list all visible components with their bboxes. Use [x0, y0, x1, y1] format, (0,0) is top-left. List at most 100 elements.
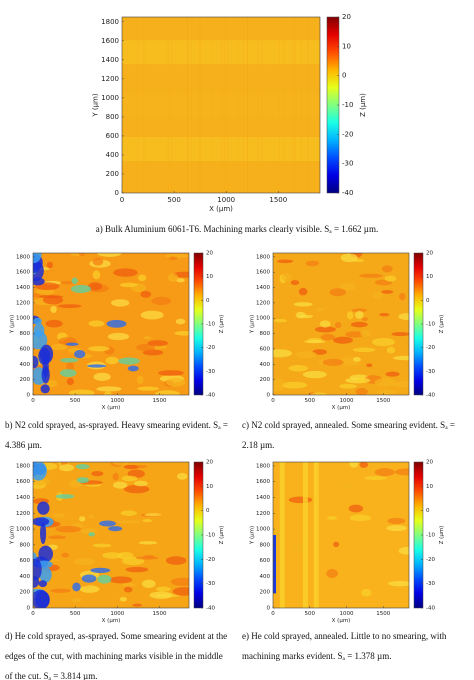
x-tick-label: 1500	[376, 611, 390, 617]
surface-blob	[136, 375, 144, 384]
surface-blob	[79, 585, 100, 593]
x-tick-label: 1000	[217, 196, 235, 204]
surface-blob	[141, 579, 156, 589]
colorbar-tick-label: -10	[206, 322, 215, 328]
y-tick-label: 1400	[16, 285, 30, 291]
surface-blob	[338, 362, 362, 366]
surface-blob	[349, 462, 359, 468]
x-tick-label: 0	[31, 611, 35, 617]
surface-blob	[293, 302, 313, 307]
y-tick-label: 1600	[16, 270, 30, 276]
y-tick-label: 200	[106, 170, 119, 178]
surface-blob	[104, 391, 112, 395]
surface-blob	[79, 516, 86, 522]
y-tick-label: 1600	[256, 479, 270, 485]
y-tick-label: 400	[20, 362, 31, 368]
surface-base	[33, 462, 189, 608]
surface-blob	[273, 318, 287, 323]
surface-blob	[33, 355, 39, 369]
colorbar-tick-label: -40	[206, 606, 215, 612]
y-tick-label: 1800	[16, 254, 30, 260]
plot-frame	[32, 461, 190, 609]
surface-blob	[59, 369, 77, 377]
surface-blob	[273, 349, 292, 358]
surface-blob	[74, 350, 86, 359]
colorbar-tick-label: -20	[206, 557, 215, 563]
surface-blob	[55, 494, 75, 499]
surface-blob	[352, 357, 361, 362]
surface-blob	[340, 253, 358, 263]
surface-band	[273, 535, 276, 594]
surface-blob	[87, 364, 107, 368]
surface-blob	[106, 319, 127, 328]
y-tick-label: 0	[267, 393, 271, 399]
surface-blob	[136, 343, 155, 352]
surface-blob	[298, 314, 314, 319]
surface-blob	[333, 336, 353, 344]
x-tick-label: 500	[70, 611, 81, 617]
surface-blob	[71, 277, 78, 284]
surface-blob	[346, 311, 354, 320]
surface	[122, 17, 320, 193]
surface-blob	[393, 380, 409, 388]
surface-blob	[55, 525, 82, 533]
colorbar-tick-label: 0	[426, 298, 430, 304]
y-tick-label: 200	[20, 377, 31, 383]
y-tick-label: 200	[260, 590, 271, 596]
surface-blob	[295, 351, 317, 359]
x-tick-label: 1500	[269, 196, 287, 204]
surface-blob	[50, 588, 71, 593]
surface-blob	[91, 470, 104, 477]
y-tick-label: 400	[106, 151, 119, 159]
surface-blob	[386, 346, 396, 354]
surface-blob	[348, 504, 364, 513]
surface-blob	[288, 365, 309, 372]
surface-blob	[33, 323, 45, 338]
surface-blob	[81, 574, 97, 583]
surface-blob	[345, 331, 364, 338]
x-axis-label: X (µm)	[332, 618, 351, 624]
surface-blob	[366, 363, 373, 368]
surface-blob	[38, 580, 48, 588]
x-tick-label: 0	[271, 398, 275, 404]
y-tick-label: 400	[20, 574, 31, 580]
colorbar-tick-label: -30	[426, 369, 435, 375]
y-tick-label: 600	[106, 132, 119, 140]
surface-blob	[97, 574, 112, 584]
y-tick-label: 1200	[256, 511, 270, 517]
surface-blob	[379, 313, 390, 317]
y-tick-label: 1000	[256, 527, 270, 533]
surface-blob	[127, 365, 139, 372]
surface-blob	[310, 392, 328, 395]
surface-blob	[352, 347, 376, 353]
surface-blob	[60, 358, 79, 363]
surface	[33, 462, 189, 608]
surface-blob	[112, 472, 119, 481]
surface-blob	[119, 597, 127, 602]
surface-blob	[40, 384, 50, 394]
y-tick-label: 1400	[101, 56, 119, 64]
y-tick-label: 800	[260, 542, 271, 548]
y-tick-label: 1600	[256, 270, 270, 276]
colorbar-tick-label: -30	[206, 581, 215, 587]
plot-frame	[272, 461, 410, 609]
x-axis-label: X (µm)	[332, 405, 351, 411]
surface-blob	[108, 526, 123, 532]
y-tick-label: 1000	[256, 316, 270, 322]
surface-blob	[66, 378, 74, 386]
colorbar-tick-label: -40	[206, 393, 215, 399]
surface-blob	[149, 591, 173, 599]
y-tick-label: 1000	[16, 527, 30, 533]
surface-blob	[391, 331, 409, 337]
colorbar-label: Z (µm)	[439, 315, 445, 334]
surface-blob	[102, 552, 123, 559]
surface-blob	[147, 340, 168, 347]
y-tick-label: 1400	[256, 495, 270, 501]
y-tick-label: 200	[20, 590, 31, 596]
surface-blob	[78, 253, 86, 257]
surface-blob	[174, 330, 189, 336]
surface-blob	[381, 290, 394, 294]
y-axis-label: Y (µm)	[10, 526, 16, 545]
y-tick-label: 1800	[16, 463, 30, 469]
